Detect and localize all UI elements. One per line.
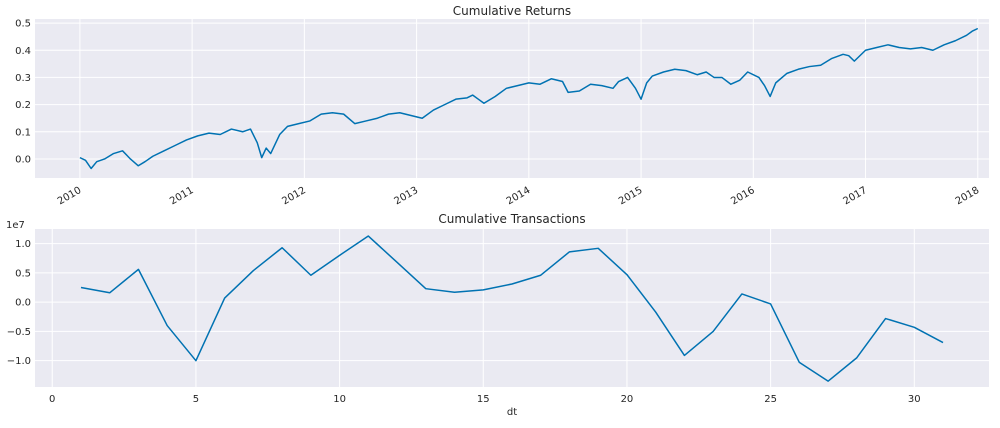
transactions-title: Cumulative Transactions [438,212,585,226]
transactions-x-tick-label: 10 [333,394,346,405]
returns-plot-area [35,19,989,178]
transactions-x-tick-label: 30 [908,394,921,405]
returns-y-tick-label: 0.5 [15,19,31,30]
transactions-y-tick-label: 0.0 [15,298,31,309]
returns-x-tick-label: 2015 [617,185,645,207]
returns-x-tick-label: 2018 [954,185,982,207]
returns-y-tick-label: 0.0 [15,154,31,165]
transactions-x-tick-label: 15 [477,394,490,405]
transactions-y-tick-label: −1.0 [7,356,31,367]
returns-x-tick-label: 2012 [280,185,308,207]
transactions-plot-area [35,229,989,387]
transactions-y-tick-label: 1.0 [15,239,31,250]
returns-panel: 2010 2011 2012 2013 2014 2015 2016 2017 2018 0.0… [15,4,989,207]
transactions-x-tick-label: 0 [49,394,55,405]
returns-x-tick-label: 2011 [168,185,196,207]
returns-x-tick-label: 2014 [505,185,533,207]
returns-y-tick-label: 0.4 [15,46,31,57]
transactions-y-tick-label: −0.5 [7,327,31,338]
returns-y-tick-label: 0.1 [15,127,31,138]
returns-title: Cumulative Returns [453,4,571,18]
transactions-x-ticks: 0 5 10 15 20 25 30 [49,394,921,405]
transactions-panel: 0 5 10 15 20 25 30 −1.0 −0.5 0.0 0.5 1.0 Cumulativ… [6,212,989,418]
transactions-x-tick-label: 25 [764,394,777,405]
returns-x-tick-label: 2010 [56,185,84,207]
transactions-y-offset-label: 1e7 [6,220,25,231]
transactions-y-tick-label: 0.5 [15,268,31,279]
transactions-x-tick-label: 20 [621,394,634,405]
transactions-y-ticks: −1.0 −0.5 0.0 0.5 1.0 [7,239,31,367]
returns-x-tick-label: 2016 [729,185,757,207]
transactions-x-tick-label: 5 [193,394,199,405]
returns-y-tick-label: 0.3 [15,73,31,84]
returns-x-tick-label: 2017 [841,185,869,207]
returns-x-tick-label: 2013 [393,185,421,207]
returns-y-tick-label: 0.2 [15,100,31,111]
returns-x-ticks: 2010 2011 2012 2013 2014 2015 2016 2017 2018 [56,185,981,207]
returns-y-ticks: 0.0 0.1 0.2 0.3 0.4 0.5 [15,19,31,166]
transactions-x-axis-label: dt [507,407,517,418]
